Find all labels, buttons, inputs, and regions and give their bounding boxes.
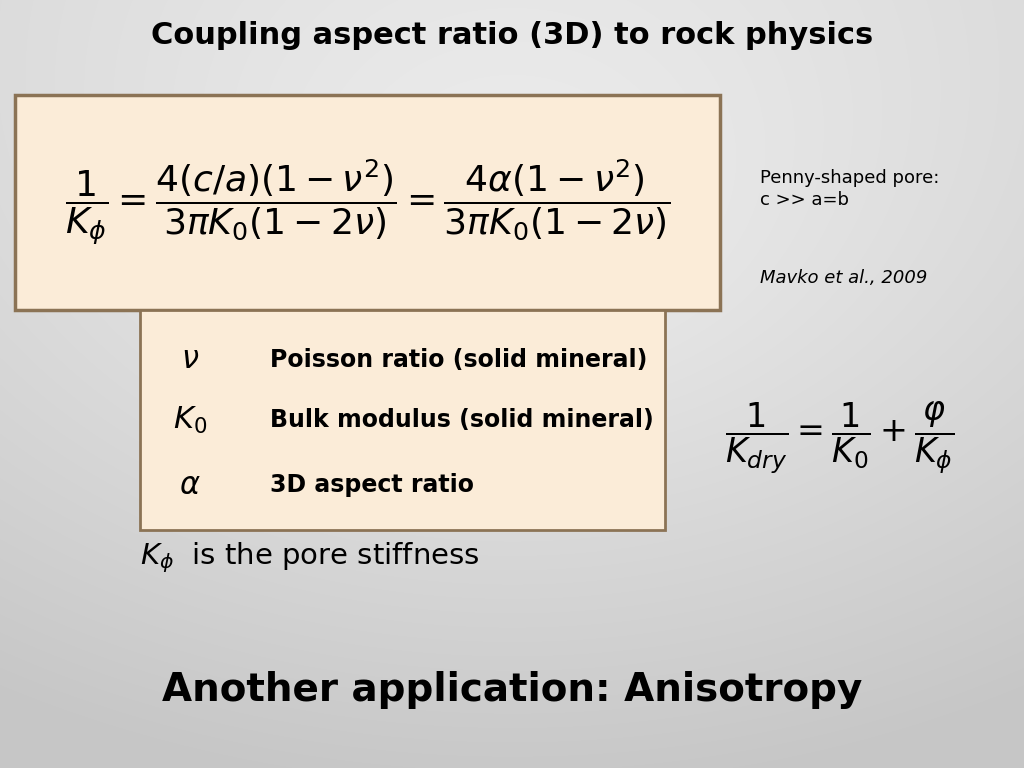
Text: $\dfrac{1}{K_{dry}} = \dfrac{1}{K_{0}} + \dfrac{\varphi}{K_{\phi}}$: $\dfrac{1}{K_{dry}} = \dfrac{1}{K_{0}} +… (725, 400, 954, 476)
FancyBboxPatch shape (15, 95, 720, 310)
Text: $K_{0}$: $K_{0}$ (173, 405, 207, 435)
Text: Bulk modulus (solid mineral): Bulk modulus (solid mineral) (270, 408, 653, 432)
Text: 3D aspect ratio: 3D aspect ratio (270, 473, 474, 497)
Text: $\dfrac{1}{K_{\phi}} = \dfrac{4(c/a)(1-\nu^{2})}{3\pi K_{0}(1-2\nu)} = \dfrac{4\: $\dfrac{1}{K_{\phi}} = \dfrac{4(c/a)(1-\… (65, 157, 670, 247)
Text: Mavko et al., 2009: Mavko et al., 2009 (760, 269, 928, 287)
Text: Coupling aspect ratio (3D) to rock physics: Coupling aspect ratio (3D) to rock physi… (151, 22, 873, 51)
Text: $\nu$: $\nu$ (181, 346, 199, 375)
Text: $K_{\phi}$  is the pore stiffness: $K_{\phi}$ is the pore stiffness (140, 541, 479, 575)
Text: Poisson ratio (solid mineral): Poisson ratio (solid mineral) (270, 348, 647, 372)
FancyBboxPatch shape (140, 310, 665, 530)
Text: Another application: Anisotropy: Another application: Anisotropy (162, 671, 862, 709)
Text: c >> a=b: c >> a=b (760, 191, 849, 209)
Text: $\alpha$: $\alpha$ (179, 471, 201, 499)
Text: Penny-shaped pore:: Penny-shaped pore: (760, 169, 939, 187)
